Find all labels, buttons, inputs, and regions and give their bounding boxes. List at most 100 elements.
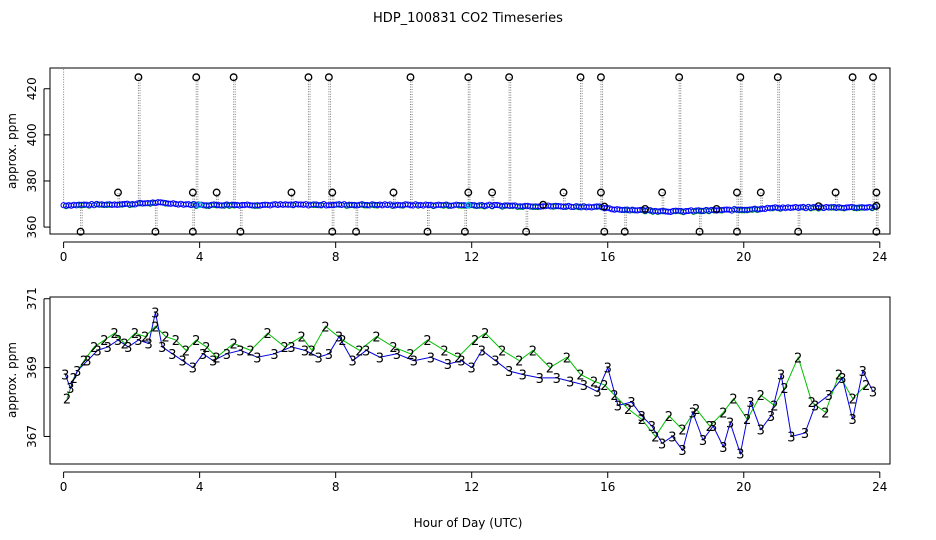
series-3-point: 3 [335, 331, 343, 346]
series-2-point: 2 [678, 424, 686, 439]
series-3-point: 3 [376, 351, 384, 366]
outlier-point-low [695, 227, 704, 236]
series-2-point: 2 [192, 334, 200, 349]
x-tick-label: 24 [872, 480, 887, 494]
series-2-point: 2 [151, 320, 159, 335]
series-3-point: 3 [726, 417, 734, 432]
series-3-point: 3 [158, 341, 166, 356]
series-3-point: 3 [566, 375, 574, 390]
x-tick-label: 16 [600, 250, 615, 264]
series-2-point: 2 [848, 393, 856, 408]
series-2-point: 2 [729, 393, 737, 408]
series-2-point: 2 [706, 420, 714, 435]
bottom-axes: 0 4 8 12 16 20 24 367 369 371 [25, 287, 887, 494]
series-3-point: 3 [66, 382, 74, 397]
outlier-point-mid [596, 188, 605, 197]
series-2-point: 2 [515, 355, 523, 370]
series-2-point: 2 [423, 334, 431, 349]
outlier-point-high [229, 73, 238, 82]
series-2-point: 2 [202, 341, 210, 356]
series-3-point: 3 [189, 362, 197, 377]
outlier-point-high [505, 73, 514, 82]
outlier-point-base [814, 202, 823, 211]
series-2-point: 2 [308, 344, 316, 359]
series-3-point: 3 [709, 420, 717, 435]
outlier-point-high [304, 73, 313, 82]
outlier-point-mid [488, 188, 497, 197]
series-2-point: 2 [624, 403, 632, 418]
baseline-point-cyan [196, 201, 203, 209]
series-2-point: 2 [161, 331, 169, 346]
x-tick-label: 4 [196, 480, 204, 494]
series-2-point: 2 [770, 399, 778, 414]
series-3-point: 3 [689, 406, 697, 421]
series-3-point: 3 [519, 368, 527, 383]
series-3-point: 3 [825, 389, 833, 404]
top-plot-frame [49, 67, 891, 235]
series-2-point: 2 [651, 430, 659, 445]
outlier-point-low [188, 227, 197, 236]
outlier-point-high [576, 73, 585, 82]
y-tick-label: 380 [25, 170, 39, 193]
series-2-point: 2 [600, 379, 608, 394]
series-3-point: 3 [393, 348, 401, 363]
outlier-point-high [736, 73, 745, 82]
series-2-point: 2 [121, 337, 129, 352]
top-baseline-series [60, 199, 878, 216]
series-3-point: 3 [658, 437, 666, 452]
series-3-point: 3 [614, 399, 622, 414]
series-2-point: 2 [563, 351, 571, 366]
series-2-point: 2 [440, 344, 448, 359]
outlier-point-high [773, 73, 782, 82]
outlier-point-low [460, 227, 469, 236]
x-tick-label: 24 [872, 250, 887, 264]
outlier-point-high [869, 73, 877, 82]
baseline-point-cyan [465, 201, 472, 209]
outlier-point-low [423, 227, 432, 236]
series-2-point: 2 [63, 393, 71, 408]
outlier-point-mid [831, 188, 840, 197]
x-tick-label: 12 [464, 250, 479, 264]
series-3-point: 3 [468, 362, 476, 377]
x-axis-label: Hour of Day (UTC) [414, 516, 523, 530]
x-tick-label: 4 [196, 250, 204, 264]
outlier-point-mid [872, 188, 881, 197]
series-2-point: 2 [264, 327, 272, 342]
x-tick-label: 16 [600, 480, 615, 494]
outlier-point-mid [658, 188, 667, 197]
series-2-point: 2 [794, 351, 802, 366]
series-2-point: 2 [719, 406, 727, 421]
outlier-point-high [596, 73, 605, 82]
series-3-point: 3 [114, 334, 122, 349]
series-3-point: 3 [223, 348, 231, 363]
series-3-point: 3 [801, 427, 809, 442]
outlier-point-mid [114, 188, 122, 197]
bottom-plot-frame [49, 296, 891, 465]
series-3-point: 3 [444, 358, 452, 373]
outlier-point-mid [756, 188, 765, 197]
y-tick-label: 420 [25, 77, 39, 100]
series-3-point: 3 [124, 341, 132, 356]
y-tick-label: 369 [25, 356, 39, 379]
series-3-point: 3 [869, 386, 877, 401]
outlier-point-high [848, 73, 857, 82]
series-3-point: 3 [604, 362, 612, 377]
series-2-point: 2 [131, 327, 139, 342]
outlier-point-mid [389, 188, 398, 197]
series-3-point: 3 [593, 386, 601, 401]
series-2-point: 2 [692, 403, 700, 418]
series-3-point: 3 [301, 344, 309, 359]
series-3-point: 3 [767, 410, 775, 425]
series-2-line [66, 325, 867, 438]
outlier-point-low [352, 227, 361, 236]
top-outlier-points [76, 73, 881, 236]
top-y-axis-label: approx. ppm [5, 113, 19, 189]
series-2-point: 2 [862, 379, 870, 394]
y-tick-label: 371 [25, 287, 39, 310]
outlier-point-mid [733, 188, 741, 197]
outlier-point-low [151, 227, 160, 236]
series-3-point: 3 [236, 344, 244, 359]
series-2-point: 2 [454, 351, 462, 366]
